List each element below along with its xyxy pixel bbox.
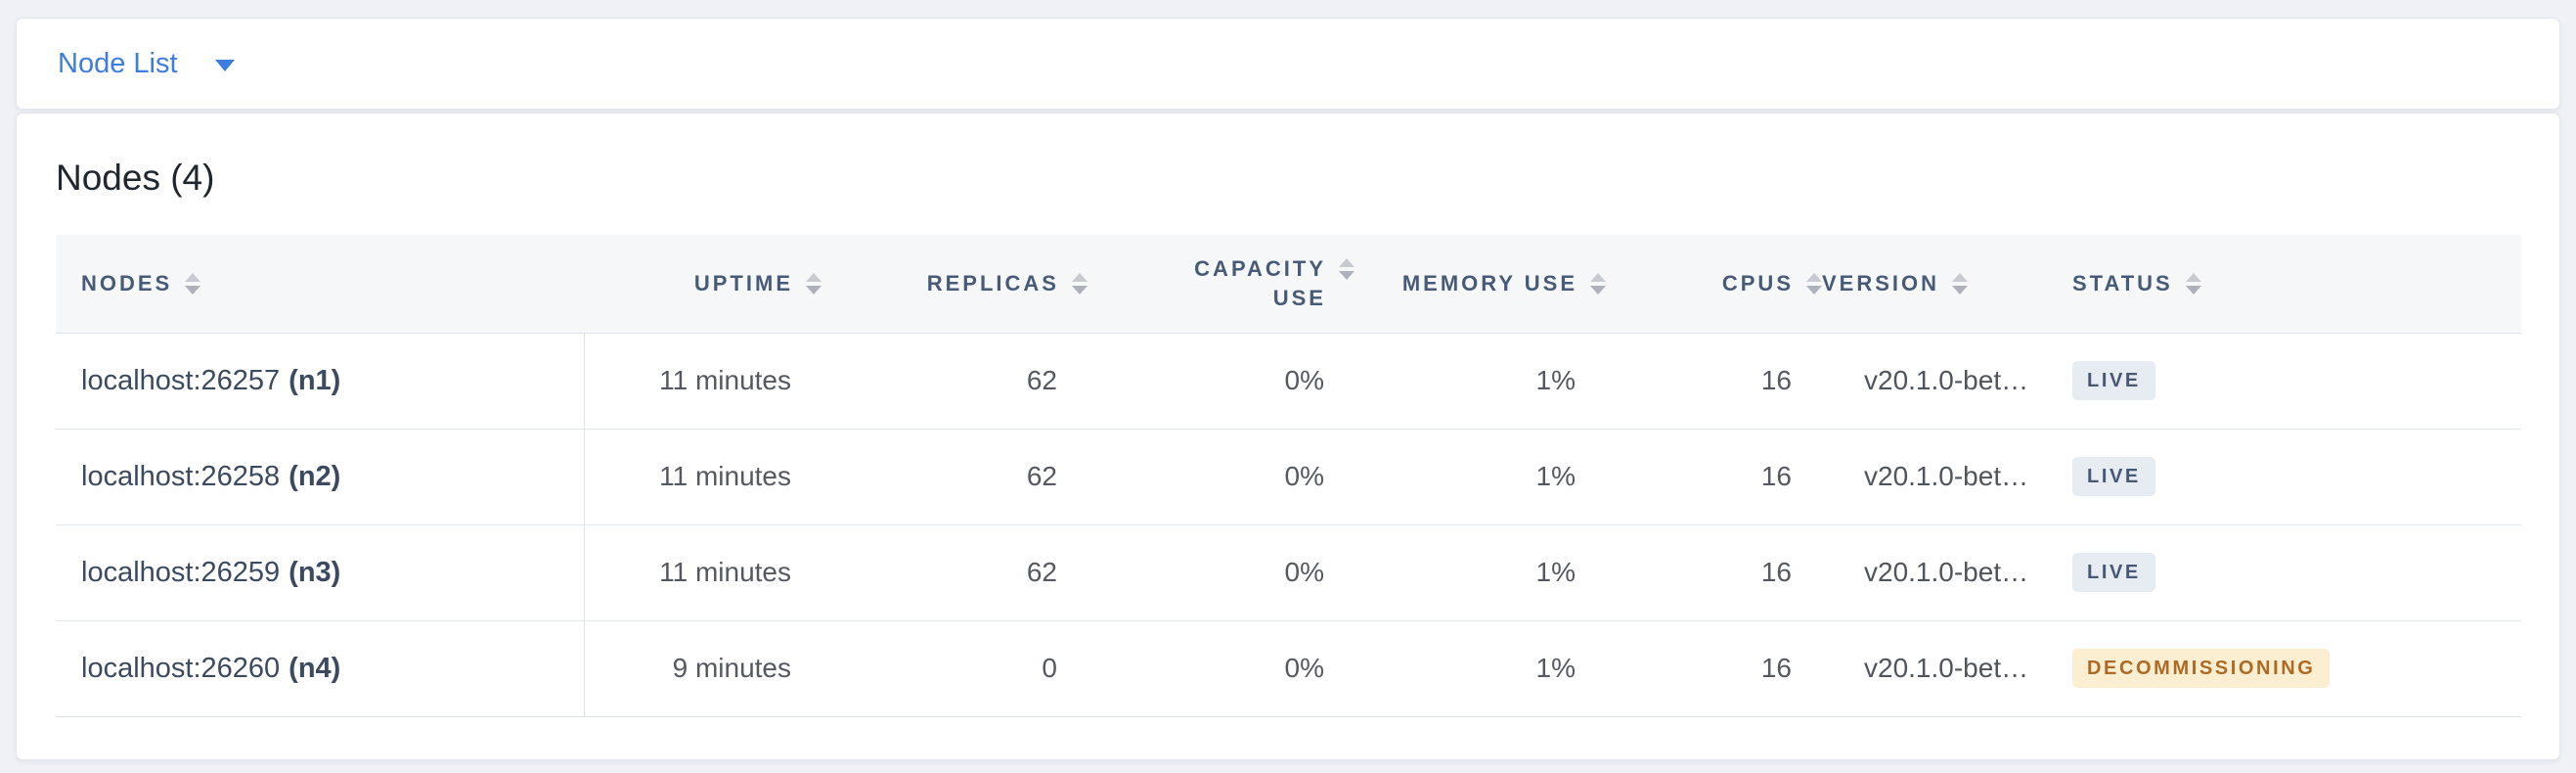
node-id: (n3): [289, 556, 341, 588]
table-row[interactable]: localhost:26258 (n2) 11 minutes 62 0% 1% …: [56, 428, 2521, 525]
status-badge: DECOMMISSIONING: [2072, 649, 2331, 689]
cell-status: DECOMMISSIONING: [2072, 619, 2521, 717]
node-id: (n4): [289, 652, 341, 684]
table-header-row: NODES UPTIME REPLICAS CAPACITY USE MEMOR…: [56, 235, 2521, 334]
sort-icon[interactable]: [2185, 273, 2201, 296]
sort-icon[interactable]: [1339, 258, 1355, 281]
sort-icon[interactable]: [1590, 273, 1606, 296]
status-badge: LIVE: [2072, 457, 2155, 497]
cell-cpus: 16: [1606, 619, 1822, 717]
cell-cpus: 16: [1606, 523, 1822, 621]
column-header-memory-use[interactable]: MEMORY USE: [1355, 235, 1606, 334]
cell-uptime: 11 minutes: [584, 332, 822, 430]
node-address: localhost:26257: [81, 364, 281, 396]
caret-down-icon: [214, 60, 235, 71]
sort-icon[interactable]: [185, 273, 201, 296]
cell-uptime: 11 minutes: [584, 428, 822, 525]
status-badge: LIVE: [2072, 553, 2155, 593]
node-address: localhost:26259: [81, 556, 281, 588]
node-list-dropdown-label: Node List: [58, 47, 178, 79]
node-list-dropdown[interactable]: Node List: [17, 47, 235, 79]
cell-memory-use: 1%: [1355, 523, 1606, 621]
cell-memory-use: 1%: [1355, 332, 1606, 430]
node-address: localhost:26258: [81, 460, 281, 492]
status-badge: LIVE: [2072, 361, 2155, 401]
cell-memory-use: 1%: [1355, 428, 1606, 525]
cell-version: v20.1.0-bet…: [1822, 619, 2072, 717]
cell-node-address[interactable]: localhost:26260 (n4): [56, 619, 585, 717]
table-row[interactable]: localhost:26257 (n1) 11 minutes 62 0% 1% …: [56, 332, 2521, 430]
cell-version: v20.1.0-bet…: [1822, 523, 2072, 621]
node-id: (n1): [289, 364, 341, 396]
cell-version: v20.1.0-bet…: [1822, 332, 2072, 430]
cell-status: LIVE: [2072, 332, 2521, 430]
table-row[interactable]: localhost:26259 (n3) 11 minutes 62 0% 1% …: [56, 523, 2521, 621]
cell-node-address[interactable]: localhost:26259 (n3): [56, 523, 585, 621]
cell-memory-use: 1%: [1355, 619, 1606, 717]
column-header-uptime[interactable]: UPTIME: [584, 235, 822, 334]
sort-icon[interactable]: [1806, 273, 1822, 296]
column-header-capacity-use[interactable]: CAPACITY USE: [1088, 235, 1355, 334]
cell-replicas: 0: [822, 619, 1088, 717]
nodes-title: Nodes (4): [56, 158, 215, 198]
column-header-status[interactable]: STATUS: [2072, 235, 2521, 334]
cell-replicas: 62: [822, 523, 1088, 621]
column-header-nodes[interactable]: NODES: [56, 235, 584, 334]
cell-uptime: 9 minutes: [584, 619, 822, 717]
cell-replicas: 62: [822, 332, 1088, 430]
sort-icon[interactable]: [1072, 273, 1088, 296]
column-header-cpus[interactable]: CPUS: [1606, 235, 1822, 334]
cell-node-address[interactable]: localhost:26258 (n2): [56, 428, 585, 525]
view-selector-bar: Node List: [16, 18, 2560, 110]
sort-icon[interactable]: [1952, 273, 1969, 296]
cell-capacity-use: 0%: [1088, 523, 1355, 621]
column-header-version[interactable]: VERSION: [1822, 235, 2072, 334]
cell-status: LIVE: [2072, 523, 2521, 621]
nodes-panel: Nodes (4) NODES UPTIME REPLICAS CAPACITY…: [16, 113, 2560, 760]
cell-capacity-use: 0%: [1088, 428, 1355, 525]
sort-icon[interactable]: [806, 273, 822, 296]
cell-version: v20.1.0-bet…: [1822, 428, 2072, 525]
node-id: (n2): [289, 460, 341, 492]
table-row[interactable]: localhost:26260 (n4) 9 minutes 0 0% 1% 16…: [56, 619, 2521, 717]
cell-replicas: 62: [822, 428, 1088, 525]
cell-cpus: 16: [1606, 428, 1822, 525]
cell-capacity-use: 0%: [1088, 332, 1355, 430]
cell-cpus: 16: [1606, 332, 1822, 430]
nodes-table: NODES UPTIME REPLICAS CAPACITY USE MEMOR…: [56, 235, 2521, 717]
cell-status: LIVE: [2072, 428, 2521, 525]
cell-node-address[interactable]: localhost:26257 (n1): [56, 332, 585, 430]
cell-capacity-use: 0%: [1088, 619, 1355, 717]
cell-uptime: 11 minutes: [584, 523, 822, 621]
column-header-replicas[interactable]: REPLICAS: [822, 235, 1088, 334]
node-address: localhost:26260: [81, 652, 281, 684]
